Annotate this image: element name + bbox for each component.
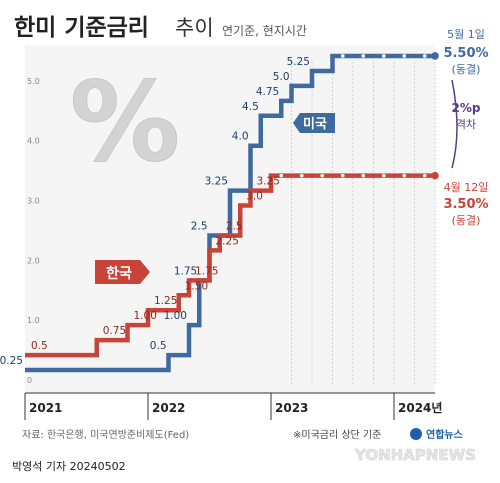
yonhap-logo-icon: [410, 428, 422, 440]
x-tick-label: 2023: [275, 401, 308, 415]
gap-bracket: [451, 79, 458, 169]
series-dot: [381, 173, 386, 178]
data-label: 2.5: [191, 220, 208, 232]
series-dot: [422, 54, 427, 58]
chart-subtitle: 연기준, 현지시간: [222, 24, 307, 38]
data-label: 1.25: [154, 295, 177, 307]
y-tick-label: 4.0: [27, 137, 40, 146]
data-label: 0.25: [0, 355, 23, 367]
data-label: 2.5: [226, 220, 243, 232]
x-tick-label: 2024년: [398, 401, 442, 415]
series-dot: [402, 173, 407, 178]
korea-tag-label: 한국: [106, 266, 132, 282]
data-label: 1.00: [164, 310, 187, 322]
data-label: 3.25: [205, 176, 228, 188]
byline: 박영석 기자 20240502: [12, 460, 126, 473]
data-label: 3.0: [246, 191, 263, 203]
note-text: ※미국금리 상단 기준: [293, 429, 381, 441]
series-line-us: [25, 53, 435, 373]
data-label: 1.75: [195, 265, 218, 277]
gap-value: 2%p: [452, 101, 481, 115]
watermark: YONHAPNEWS: [354, 446, 476, 464]
data-labels: 0.25 0.5 1.00 1.75 2.5 3.25 4.0 4.5 4.75 5.0 5.25 0…: [0, 56, 310, 367]
series-dot: [279, 173, 284, 178]
data-label: 4.75: [256, 86, 279, 98]
data-label: 4.5: [242, 101, 259, 113]
us-end-value: 5.50%: [443, 46, 488, 61]
y-axis: 0 1.0 2.0 3.0 4.0 5.0: [27, 77, 40, 385]
data-label: 1.00: [134, 310, 157, 322]
series-dot: [361, 54, 366, 58]
y-tick-label: 5.0: [27, 77, 40, 86]
chart-title: 한미 기준금리: [14, 15, 149, 41]
series-end-point: [431, 171, 439, 180]
kr-end-value: 3.50%: [443, 197, 488, 212]
series-group: [25, 52, 439, 373]
x-tick-label: 2021: [29, 401, 62, 415]
us-end-date: 5월 1일: [447, 27, 485, 41]
kr-end-date: 4월 12일: [444, 180, 489, 194]
series-dot: [402, 54, 407, 58]
data-label: 0.75: [103, 325, 126, 337]
y-tick-label: 2.0: [27, 256, 40, 265]
percent-decoration: %: [70, 58, 180, 186]
data-label: 0.5: [150, 340, 167, 352]
data-label: 1.50: [185, 280, 208, 292]
series-dot: [422, 173, 427, 178]
gap-label: 격차: [456, 118, 476, 131]
us-tag: 미국: [293, 113, 335, 133]
series-line-korea: [25, 173, 435, 358]
y-tick-label: 3.0: [27, 197, 40, 206]
data-label: 0.5: [31, 340, 48, 352]
logo-text: 연합뉴스: [426, 428, 463, 441]
y-tick-label: 0: [27, 376, 32, 385]
data-label: 5.25: [287, 56, 310, 68]
x-tick-label: 2022: [152, 401, 185, 415]
source-text: 자료: 한국은행, 미국연방준비제도(Fed): [22, 429, 189, 441]
data-label: 5.0: [273, 71, 290, 83]
data-label: 1.75: [174, 265, 197, 277]
series-dot: [381, 54, 386, 58]
series-dot: [340, 54, 345, 58]
kr-end-status: (동결): [452, 214, 481, 227]
data-label: 4.0: [232, 131, 249, 143]
us-tag-label: 미국: [303, 116, 327, 132]
series-dot: [340, 173, 345, 178]
data-label: 3.25: [257, 176, 280, 188]
chart-title-light: 추이: [175, 16, 214, 40]
data-label: 2.25: [216, 235, 239, 247]
series-dot: [320, 173, 325, 178]
grid-lines: [291, 62, 436, 385]
us-end-status: (동결): [452, 63, 481, 76]
series-dot: [299, 173, 304, 178]
y-tick-label: 1.0: [27, 316, 40, 325]
series-dot: [361, 173, 366, 178]
korea-tag: 한국: [95, 260, 150, 284]
series-end-point: [431, 52, 439, 60]
x-axis: 2021 2022 2023 2024년: [24, 392, 442, 420]
